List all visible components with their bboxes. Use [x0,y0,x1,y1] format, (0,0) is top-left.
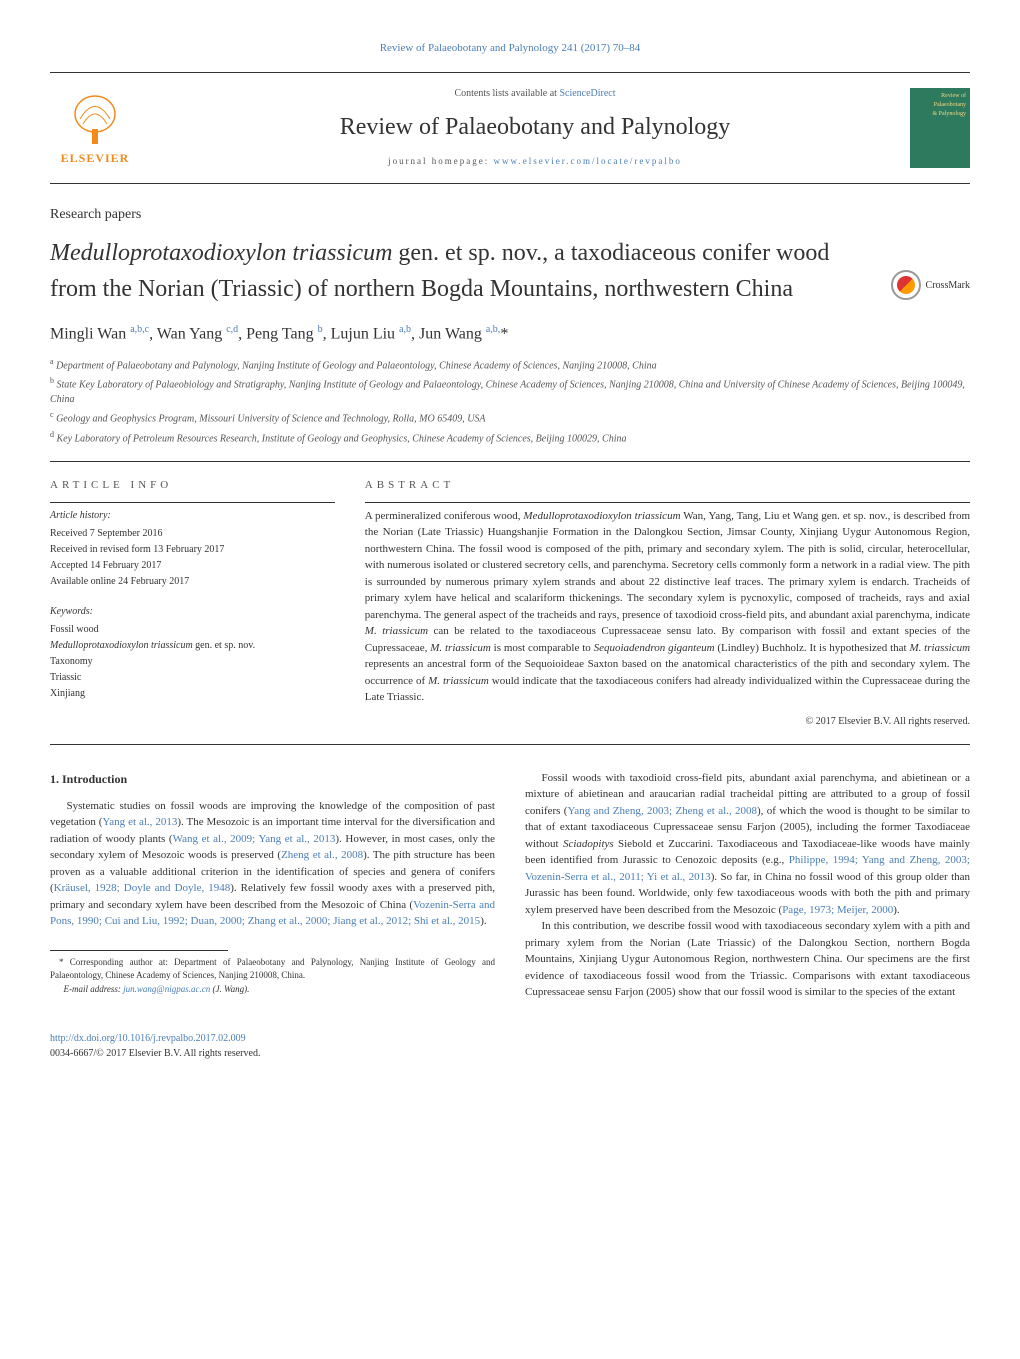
author-5: , Jun Wang [411,325,486,342]
elsevier-text: ELSEVIER [61,149,130,167]
online-date: Available online 24 February 2017 [50,574,335,589]
cover-text2: Palaeobotany [914,101,966,110]
elsevier-tree-icon [65,89,125,149]
authors-line: Mingli Wan a,b,c, Wan Yang c,d, Peng Tan… [50,322,970,346]
author-1-aff[interactable]: a,b,c [130,324,149,335]
crossmark-label: CrossMark [926,278,970,293]
email-label: E-mail address: [64,984,124,994]
homepage-line: journal homepage: www.elsevier.com/locat… [160,155,910,169]
journal-header-center: Contents lists available at ScienceDirec… [160,86,910,169]
para-seg: ). [480,915,486,927]
citation-link[interactable]: Zheng et al., 2008 [281,849,363,861]
history-label: Article history: [50,508,335,523]
homepage-link[interactable]: www.elsevier.com/locate/revpalbo [494,156,682,166]
homepage-label: journal homepage: [388,156,493,166]
intro-para-1: Systematic studies on fossil woods are i… [50,798,495,930]
affiliation-c: Geology and Geophysics Program, Missouri… [56,414,485,425]
para-em: Sciadopitys [563,838,614,850]
doi-link[interactable]: http://dx.doi.org/10.1016/j.revpalbo.201… [50,1033,246,1044]
abstract-text: A permineralized coniferous wood, Medull… [365,508,970,706]
email-footnote: E-mail address: jun.wang@nigpas.ac.cn (J… [50,983,495,997]
affiliations: a Department of Palaeobotany and Palynol… [50,356,970,446]
abstract-column: abstract A permineralized coniferous woo… [365,477,970,729]
intro-heading: 1. Introduction [50,770,495,788]
author-2: , Wan Yang [149,325,226,342]
citation-link[interactable]: Yang et al., 2013 [102,816,177,828]
elsevier-logo[interactable]: ELSEVIER [50,83,140,173]
abstract-em: M. triassicum [428,675,489,687]
accepted-date: Accepted 14 February 2017 [50,558,335,573]
contents-text: Contents lists available at [454,88,559,99]
article-info-heading: article info [50,477,335,494]
abstract-seg: is most comparable to [491,642,594,654]
crossmark-badge[interactable]: CrossMark [891,270,970,300]
journal-header: ELSEVIER Contents lists available at Sci… [50,72,970,184]
contents-line: Contents lists available at ScienceDirec… [160,86,910,101]
divider [50,744,970,745]
abstract-em: Medulloprotaxodioxylon triassicum [523,510,680,522]
citation-link[interactable]: Wang et al., 2009; Yang et al., 2013 [173,833,336,845]
crossmark-icon [891,270,921,300]
citation-link[interactable]: Yang and Zheng, 2003; Zheng et al., 2008 [567,805,757,817]
journal-reference[interactable]: Review of Palaeobotany and Palynology 24… [50,40,970,57]
abstract-seg: A permineralized coniferous wood, [365,510,524,522]
keyword-4: Triassic [50,670,335,685]
email-person: (J. Wang). [210,984,249,994]
keyword-2-italic: Medulloprotaxodioxylon triassicum [50,640,193,651]
divider [365,502,970,503]
issn-copyright: 0034-6667/© 2017 Elsevier B.V. All right… [50,1048,260,1059]
abstract-copyright: © 2017 Elsevier B.V. All rights reserved… [365,714,970,729]
received-date: Received 7 September 2016 [50,526,335,541]
divider [50,461,970,462]
info-abstract-row: article info Article history: Received 7… [50,477,970,729]
section-label: Research papers [50,204,970,225]
revised-date: Received in revised form 13 February 201… [50,542,335,557]
para-seg: ). [893,904,899,916]
abstract-heading: abstract [365,477,970,494]
corresponding-star[interactable]: * [500,325,508,342]
affiliation-d: Key Laboratory of Petroleum Resources Re… [57,433,627,444]
author-4: , Lujun Liu [323,325,399,342]
abstract-em: M. triassicum [909,642,970,654]
author-5-aff[interactable]: a,b, [486,324,500,335]
author-1: Mingli Wan [50,325,130,342]
sciencedirect-link[interactable]: ScienceDirect [559,88,615,99]
citation-link[interactable]: Page, 1973; Meijer, 2000 [782,904,893,916]
body-column-left: 1. Introduction Systematic studies on fo… [50,770,495,1001]
intro-para-3: In this contribution, we describe fossil… [525,918,970,1001]
email-link[interactable]: jun.wang@nigpas.ac.cn [123,984,210,994]
keyword-5: Xinjiang [50,686,335,701]
abstract-seg: (Lindley) Buchholz. It is hypothesized t… [715,642,910,654]
keywords-label: Keywords: [50,604,335,619]
abstract-em: Sequoiadendron giganteum [594,642,715,654]
keyword-2-rest: gen. et sp. nov. [193,640,255,651]
doi-footer: http://dx.doi.org/10.1016/j.revpalbo.201… [50,1031,970,1061]
citation-link[interactable]: Kräusel, 1928; Doyle and Doyle, 1948 [54,882,231,894]
divider [50,502,335,503]
paper-title: Medulloprotaxodioxylon triassicum gen. e… [50,235,970,307]
affiliation-b: State Key Laboratory of Palaeobiology an… [50,379,965,405]
affiliation-a: Department of Palaeobotany and Palynolog… [56,360,657,371]
abstract-em: M. triassicum [430,642,491,654]
title-italic: Medulloprotaxodioxylon triassicum [50,240,392,266]
journal-cover-thumbnail[interactable]: Review of Palaeobotany & Palynology [910,88,970,168]
author-3: , Peng Tang [238,325,317,342]
abstract-em: M. triassicum [365,625,428,637]
abstract-seg: Wan, Yang, Tang, Liu et Wang gen. et sp.… [365,510,970,621]
article-info-column: article info Article history: Received 7… [50,477,335,729]
body-columns: 1. Introduction Systematic studies on fo… [50,770,970,1001]
keyword-2: Medulloprotaxodioxylon triassicum gen. e… [50,638,335,653]
intro-para-2: Fossil woods with taxodioid cross-field … [525,770,970,919]
author-2-aff[interactable]: c,d [226,324,238,335]
journal-title: Review of Palaeobotany and Palynology [160,109,910,145]
corresponding-footnote: * Corresponding author at: Department of… [50,956,495,983]
cover-text3: & Palynology [914,110,966,119]
keyword-1: Fossil wood [50,622,335,637]
keyword-3: Taxonomy [50,654,335,669]
cover-text1: Review of [914,92,966,101]
footnote-rule [50,950,228,951]
body-column-right: Fossil woods with taxodioid cross-field … [525,770,970,1001]
author-4-aff[interactable]: a,b [399,324,411,335]
